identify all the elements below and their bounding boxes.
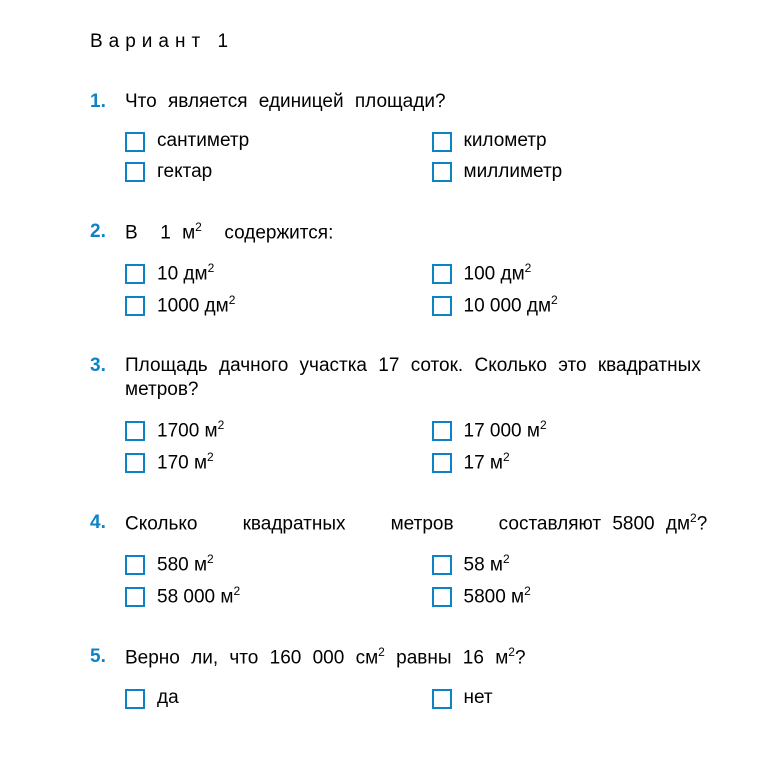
option-item: 10 дм2: [125, 261, 412, 287]
question-text: Площадь дачного участка 17 соток. Скольк…: [125, 354, 718, 403]
checkbox-icon[interactable]: [125, 296, 145, 316]
options-grid: да нет: [125, 686, 718, 711]
checkbox-icon[interactable]: [432, 421, 452, 441]
option-label: 10 дм2: [157, 261, 214, 287]
option-label: 58 м2: [464, 552, 510, 578]
question-3: 3. Площадь дачного участка 17 соток. Ско…: [90, 354, 718, 476]
options-grid: 10 дм2 100 дм2 1000 дм2 10 000 дм2: [125, 261, 718, 319]
question-1: 1. Что является единицей площади? сантим…: [90, 90, 718, 185]
question-number: 5.: [90, 645, 125, 670]
checkbox-icon[interactable]: [125, 587, 145, 607]
checkbox-icon[interactable]: [432, 587, 452, 607]
option-item: да: [125, 686, 412, 711]
option-label: 58 000 м2: [157, 584, 240, 610]
variant-title: Вариант 1: [90, 30, 718, 55]
option-item: 17 м2: [432, 450, 719, 476]
checkbox-icon[interactable]: [432, 264, 452, 284]
option-item: 1000 дм2: [125, 293, 412, 319]
question-text: Что является единицей площади?: [125, 90, 446, 115]
option-item: 10 000 дм2: [432, 293, 719, 319]
option-item: 5800 м2: [432, 584, 719, 610]
options-grid: 1700 м2 17 000 м2 170 м2 17 м2: [125, 418, 718, 476]
checkbox-icon[interactable]: [432, 689, 452, 709]
checkbox-icon[interactable]: [432, 162, 452, 182]
question-4: 4. Сколько квадратных метров составляют …: [90, 511, 718, 610]
option-label: 1700 м2: [157, 418, 224, 444]
option-label: 100 дм2: [464, 261, 532, 287]
checkbox-icon[interactable]: [125, 264, 145, 284]
checkbox-icon[interactable]: [432, 132, 452, 152]
checkbox-icon[interactable]: [125, 555, 145, 575]
checkbox-icon[interactable]: [125, 132, 145, 152]
question-2: 2. В 1 м2 содержится: 10 дм2 100 дм2 100…: [90, 220, 718, 319]
question-text: Верно ли, что 160 000 см2 равны 16 м2?: [125, 645, 526, 671]
checkbox-icon[interactable]: [125, 162, 145, 182]
question-text: Сколько квадратных метров составляют 580…: [125, 511, 718, 537]
option-item: 58 м2: [432, 552, 719, 578]
question-number: 4.: [90, 511, 125, 536]
option-item: 58 000 м2: [125, 584, 412, 610]
option-item: 100 дм2: [432, 261, 719, 287]
options-grid: сантиметр километр гектар миллиметр: [125, 129, 718, 184]
question-number: 1.: [90, 90, 125, 115]
checkbox-icon[interactable]: [125, 421, 145, 441]
option-label: километр: [464, 129, 547, 154]
option-label: миллиметр: [464, 160, 563, 185]
option-label: 1000 дм2: [157, 293, 235, 319]
option-label: 170 м2: [157, 450, 214, 476]
checkbox-icon[interactable]: [125, 453, 145, 473]
option-label: 5800 м2: [464, 584, 531, 610]
question-number: 2.: [90, 220, 125, 245]
option-label: 10 000 дм2: [464, 293, 558, 319]
option-label: гектар: [157, 160, 212, 185]
option-label: 17 м2: [464, 450, 510, 476]
option-label: сантиметр: [157, 129, 249, 154]
question-number: 3.: [90, 354, 125, 379]
checkbox-icon[interactable]: [432, 555, 452, 575]
option-item: километр: [432, 129, 719, 154]
option-item: 170 м2: [125, 450, 412, 476]
checkbox-icon[interactable]: [432, 453, 452, 473]
option-label: 17 000 м2: [464, 418, 547, 444]
option-label: 580 м2: [157, 552, 214, 578]
option-label: нет: [464, 686, 493, 711]
option-item: 580 м2: [125, 552, 412, 578]
options-grid: 580 м2 58 м2 58 000 м2 5800 м2: [125, 552, 718, 610]
checkbox-icon[interactable]: [432, 296, 452, 316]
question-text: В 1 м2 содержится:: [125, 220, 333, 246]
question-5: 5. Верно ли, что 160 000 см2 равны 16 м2…: [90, 645, 718, 711]
option-label: да: [157, 686, 179, 711]
option-item: 1700 м2: [125, 418, 412, 444]
option-item: миллиметр: [432, 160, 719, 185]
option-item: нет: [432, 686, 719, 711]
option-item: 17 000 м2: [432, 418, 719, 444]
checkbox-icon[interactable]: [125, 689, 145, 709]
option-item: гектар: [125, 160, 412, 185]
option-item: сантиметр: [125, 129, 412, 154]
